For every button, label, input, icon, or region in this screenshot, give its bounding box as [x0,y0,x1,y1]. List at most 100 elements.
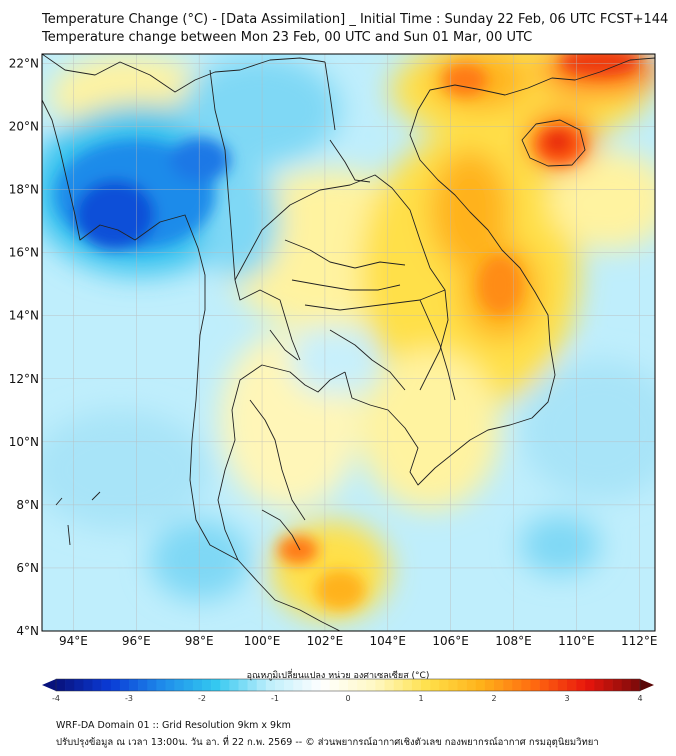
latitude-tick-label: 6°N [16,561,39,575]
latitude-tick-label: 8°N [16,498,39,512]
colorbar-cell [384,679,394,691]
colorbar-cell [475,679,486,691]
colorbar-tick-label: -4 [52,694,60,703]
colorbar-cell [119,679,130,691]
colorbar-cell [156,679,166,691]
longitude-tick-label: 112°E [621,634,658,648]
colorbar-cell [275,679,285,691]
longitude-tick-label: 94°E [59,634,88,648]
footer-credit: ปรับปรุงข้อมูล ณ เวลา 13:00น. วัน อา. ที… [56,737,599,748]
colorbar-cell [211,679,221,691]
colorbar-cell [357,679,367,691]
colorbar-cell [466,679,477,691]
colorbar-cell [430,679,440,691]
latitude-tick-label: 20°N [9,120,39,134]
colorbar-cell [421,679,431,691]
colorbar-cell [192,679,203,691]
colorbar-cell [65,679,75,691]
longitude-tick-label: 106°E [432,634,469,648]
colorbar-cell [494,679,504,691]
latitude-tick-label: 4°N [16,624,39,638]
colorbar-cell [202,679,212,691]
longitude-tick-label: 102°E [307,634,344,648]
colorbar-cell [293,679,303,691]
latitude-axis: 22°N 20°N 18°N 16°N 14°N 12°N 10°N 8°N 6°N 4°N [9,56,39,638]
colorbar-cell [165,679,175,691]
colorbar-cell [129,679,139,691]
temperature-field [42,54,655,631]
latitude-tick-label: 22°N [9,56,39,70]
colorbar-cell [375,679,385,691]
map-title-line1: Temperature Change (°C) - [Data Assimila… [42,12,669,27]
colorbar-label: อุณหภูมิเปลี่ยนแปลง หน่วย องศาเซลเซียส (… [246,671,430,681]
colorbar-cell [74,679,84,691]
colorbar-cell [183,679,194,691]
coastlines-borders [42,54,655,631]
colorbar-cell [503,679,513,691]
colorbar-tick-label: -1 [271,694,279,703]
colorbar-cell [576,679,586,691]
colorbar-cell [439,679,449,691]
colorbar-cell [612,679,623,691]
colorbar-cell [457,679,467,691]
longitude-tick-label: 104°E [370,634,407,648]
colorbar-cell [594,679,604,691]
colorbar-cell [229,679,239,691]
colorbar-cell [630,679,641,691]
latitude-tick-label: 14°N [9,309,39,323]
colorbar-cell [83,679,93,691]
colorbar: -4 -3 -2 -1 0 1 2 3 4 [42,678,654,703]
colorbar-cell [56,679,66,691]
colorbar-tick-label: 0 [345,694,350,703]
colorbar-cell [247,679,258,691]
colorbar-cell [174,679,185,691]
colorbar-cell [393,679,404,691]
colorbar-max-arrow [640,679,654,691]
colorbar-cell [329,679,340,691]
colorbar-cell [567,679,577,691]
colorbar-cell [548,679,559,691]
colorbar-cell [147,679,157,691]
colorbar-cell [512,679,522,691]
colorbar-tick-label: -2 [198,694,206,703]
latitude-tick-label: 12°N [9,372,39,386]
colorbar-cell [557,679,568,691]
colorbar-cell [284,679,294,691]
colorbar-cell [348,679,358,691]
colorbar-cell [320,679,331,691]
colorbar-cell [338,679,349,691]
colorbar-cell [530,679,540,691]
colorbar-cell [521,679,531,691]
footer-model-info: WRF-DA Domain 01 :: Grid Resolution 9km … [56,720,291,731]
graticule [42,54,655,631]
colorbar-cell [302,679,312,691]
colorbar-cell [448,679,458,691]
map-frame [41,53,656,632]
colorbar-cell [138,679,148,691]
colorbar-cell [220,679,230,691]
latitude-tick-label: 18°N [9,183,39,197]
colorbar-cell [92,679,102,691]
colorbar-cell [101,679,112,691]
longitude-tick-label: 110°E [558,634,595,648]
colorbar-cell [484,679,495,691]
longitude-tick-label: 108°E [495,634,532,648]
colorbar-cell [621,679,632,691]
colorbar-cell [539,679,550,691]
colorbar-cell [411,679,422,691]
colorbar-cell [238,679,248,691]
longitude-tick-label: 98°E [185,634,214,648]
longitude-tick-label: 96°E [122,634,151,648]
longitude-tick-label: 100°E [244,634,281,648]
latitude-tick-label: 16°N [9,246,39,260]
colorbar-cell [585,679,595,691]
colorbar-cell [110,679,121,691]
colorbar-tick-label: 4 [637,694,642,703]
colorbar-cell [256,679,267,691]
colorbar-min-arrow [42,679,56,691]
colorbar-cell [366,679,376,691]
latitude-tick-label: 10°N [9,435,39,449]
colorbar-tick-label: 3 [564,694,569,703]
map-title-line2: Temperature change between Mon 23 Feb, 0… [42,30,533,45]
